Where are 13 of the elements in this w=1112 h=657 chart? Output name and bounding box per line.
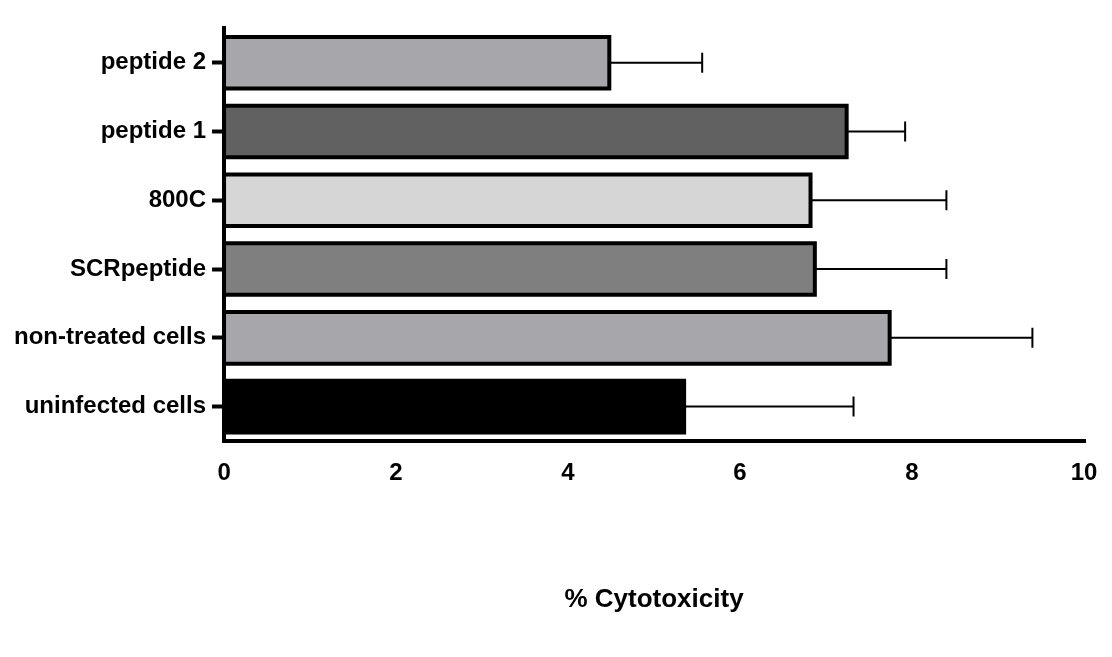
y-tick-label: uninfected cells bbox=[24, 391, 207, 419]
x-tick-label: 8 bbox=[905, 458, 919, 486]
y-tick-label: SCRpeptide bbox=[70, 253, 207, 281]
x-tick-label: 6 bbox=[733, 458, 747, 486]
y-tick-label: peptide 2 bbox=[100, 47, 207, 75]
y-tick-label: peptide 1 bbox=[100, 116, 207, 144]
y-tick-label: non-treated cells bbox=[14, 322, 207, 350]
x-tick-label: 4 bbox=[561, 458, 576, 486]
x-tick-label: 2 bbox=[389, 458, 403, 486]
x-tick-label: 10 bbox=[1070, 458, 1098, 486]
x-tick-label: 0 bbox=[217, 458, 231, 486]
x-axis-title: % Cytotoxicity bbox=[564, 582, 745, 613]
y-tick-label: 800C bbox=[148, 184, 207, 212]
